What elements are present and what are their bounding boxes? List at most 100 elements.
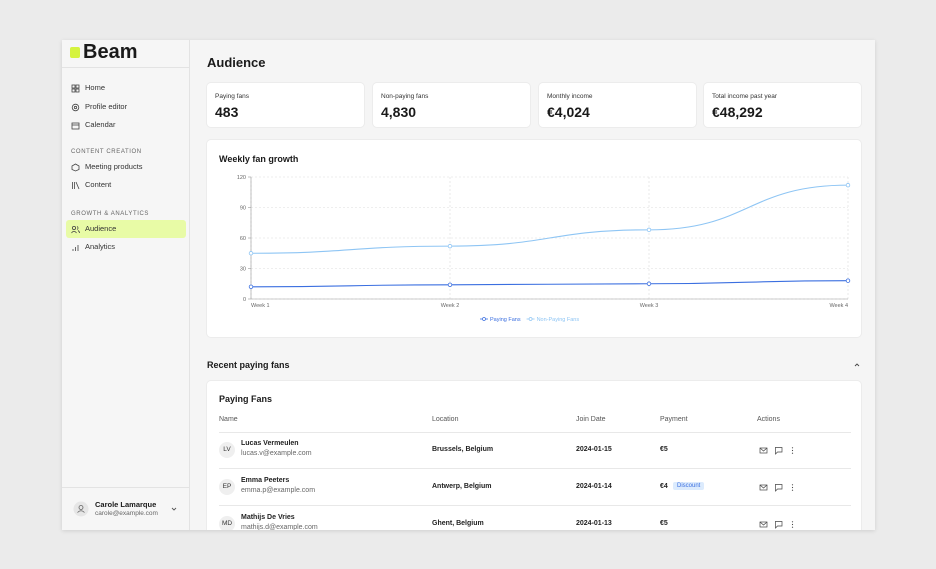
x-tick-label: Week 4 [829, 303, 848, 309]
fan-email: mathijs.d@example.com [241, 524, 318, 530]
message-action[interactable] [774, 483, 783, 492]
page-title: Audience [207, 55, 266, 70]
row-actions [759, 520, 799, 529]
legend-label: Non-Paying Fans [537, 317, 580, 323]
nav-icon [71, 163, 80, 172]
column-header: Location [432, 416, 459, 423]
message-action[interactable] [774, 446, 783, 455]
nav-item[interactable]: Analytics [66, 238, 186, 256]
column-header: Payment [660, 416, 688, 423]
nav-label: Content [85, 180, 112, 189]
message-action[interactable] [774, 520, 783, 529]
nav-label: Analytics [85, 242, 116, 251]
stat-label: Total income past year [712, 93, 778, 100]
payment: €5 [660, 446, 668, 453]
data-point [845, 182, 851, 188]
stat-card: Paying fans 483 [207, 83, 364, 127]
location: Brussels, Belgium [432, 446, 494, 453]
nav-icon [71, 84, 80, 93]
nav-item[interactable]: Profile editor [66, 98, 186, 116]
nav-icon [71, 225, 80, 234]
section-title: GROWTH & ANALYTICS [71, 211, 150, 217]
sidebar: Beam Home Profile editor Calendar CONTENT C… [62, 40, 190, 530]
nav-icon [72, 181, 80, 190]
y-tick-label: 90 [240, 206, 246, 212]
column-header: Actions [757, 416, 780, 423]
data-point [646, 227, 652, 233]
location: Antwerp, Belgium [432, 483, 492, 490]
nav-label: Calendar [85, 120, 116, 129]
section-title: CONTENT CREATION [71, 149, 142, 155]
email-action[interactable] [759, 520, 768, 529]
row-actions [759, 446, 799, 455]
more-action[interactable] [788, 446, 797, 455]
data-point [248, 251, 254, 256]
nav-item[interactable]: Home [66, 79, 186, 97]
data-point [646, 281, 652, 286]
logo: Beam [83, 41, 138, 63]
email-action[interactable] [759, 483, 768, 492]
logo-icon [70, 47, 80, 58]
fan-name: Lucas Vermeulen [241, 440, 299, 447]
nav-item[interactable]: Meeting products [66, 158, 186, 176]
join-date: 2024-01-14 [576, 483, 612, 490]
y-tick-label: 60 [240, 236, 246, 242]
legend-label: Paying Fans [490, 317, 521, 323]
badge: Discount [673, 482, 705, 490]
fan-email: emma.p@example.com [241, 487, 316, 494]
row-actions [759, 483, 799, 492]
nav-item[interactable]: Audience [66, 220, 186, 238]
divider [62, 67, 189, 68]
stat-label: Monthly income [547, 93, 593, 100]
avatar: EP [219, 479, 235, 495]
x-tick-label: Week 3 [640, 303, 659, 309]
nav-label: Audience [85, 224, 117, 233]
more-action[interactable] [788, 520, 797, 529]
email-action[interactable] [759, 446, 768, 455]
divider [62, 487, 189, 488]
divider [219, 468, 851, 469]
nav-item[interactable]: Content [66, 176, 186, 194]
chart-card [207, 140, 861, 337]
nav-item[interactable]: Calendar [66, 116, 186, 134]
nav-icon [72, 245, 79, 251]
legend-marker [482, 317, 486, 321]
stat-card: Monthly income €4,024 [539, 83, 696, 127]
join-date: 2024-01-15 [576, 446, 612, 453]
stat-value: 483 [215, 104, 239, 120]
stat-value: €4,024 [547, 104, 590, 120]
x-tick-label: Week 2 [441, 303, 460, 309]
payment: €5 [660, 520, 668, 527]
user-menu[interactable] [170, 505, 178, 513]
collapse-toggle[interactable] [853, 361, 861, 369]
stat-value: 4,830 [381, 104, 417, 120]
app-window: Beam Home Profile editor Calendar CONTENT C… [62, 40, 875, 530]
stat-label: Paying fans [215, 93, 249, 100]
fan-name: Emma Peeters [241, 477, 290, 484]
divider [219, 432, 851, 433]
avatar: MD [219, 516, 235, 530]
nav-icon [71, 122, 80, 130]
nav-label: Home [85, 83, 106, 92]
stat-label: Non-paying fans [381, 93, 429, 100]
stat-value: €48,292 [712, 104, 763, 120]
y-tick-label: 120 [237, 175, 246, 181]
y-tick-label: 0 [243, 297, 246, 303]
stat-card: Total income past year €48,292 [704, 83, 861, 127]
data-point [447, 282, 453, 287]
x-tick-label: Week 1 [251, 303, 270, 309]
data-point [845, 278, 851, 283]
join-date: 2024-01-13 [576, 520, 612, 527]
fan-email: lucas.v@example.com [241, 450, 312, 457]
user-email: carole@example.com [95, 510, 158, 517]
payment: €4 [660, 483, 668, 490]
column-header: Name [219, 416, 238, 423]
legend-marker [528, 317, 533, 321]
nav-icon [71, 103, 80, 111]
user-name: Carole Lamarque [95, 500, 157, 509]
divider [219, 505, 851, 506]
chart: 0 30 60 90 120 Week 1 Week 2 Week 3 Week 4 Paying… [237, 175, 851, 323]
location: Ghent, Belgium [432, 520, 484, 527]
more-action[interactable] [788, 483, 797, 492]
